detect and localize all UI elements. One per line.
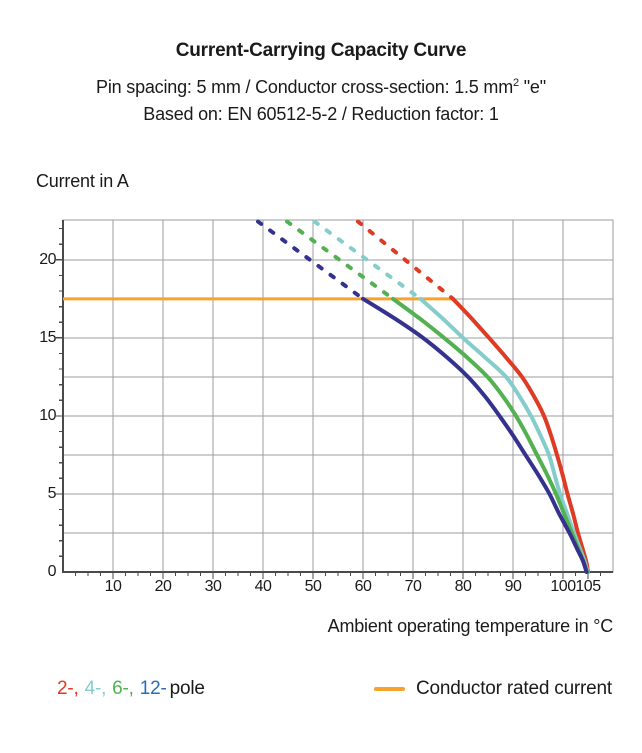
pole-legend: 2-, 4-, 6-, 12- pole xyxy=(57,678,205,700)
plot-frame xyxy=(62,219,614,573)
x-tick-label-20: 20 xyxy=(154,578,172,595)
y-tick-label-20: 20 xyxy=(39,250,56,268)
x-tick-label-70: 70 xyxy=(404,578,422,595)
subtitle-superscript: 2 xyxy=(513,77,519,89)
curve-12-pole-solid xyxy=(361,296,589,574)
x-tick-label-90: 90 xyxy=(504,578,522,595)
x-tick-label-60: 60 xyxy=(354,578,372,595)
curve-12-pole-dashed xyxy=(256,219,365,301)
x-tick-label-10: 10 xyxy=(104,578,122,595)
rated-current-legend: Conductor rated current xyxy=(373,678,612,700)
x-tick-label-30: 30 xyxy=(204,578,222,595)
x-tick-label-105: 105 xyxy=(575,578,601,595)
chart-subtitle-pin: Pin spacing: 5 mm / Conductor cross-sect… xyxy=(0,70,642,101)
curve-2-pole-solid xyxy=(451,296,590,574)
chart-subtitle-standard: Based on: EN 60512-5-2 / Reduction facto… xyxy=(143,104,499,124)
x-tick-label-80: 80 xyxy=(454,578,472,595)
y-tick-label-0: 0 xyxy=(47,563,57,580)
x-tick-label-50: 50 xyxy=(304,578,322,595)
subtitle-pin-text: Pin spacing: 5 mm / Conductor cross-sect… xyxy=(96,77,514,97)
x-tick-label-40: 40 xyxy=(254,578,272,595)
x-axis-title: Ambient operating temperature in °C xyxy=(327,616,614,636)
x-tick-label-100: 100 xyxy=(550,578,576,595)
pole-legend-suffix: pole xyxy=(169,678,205,699)
curve-4-pole-dashed xyxy=(312,219,423,301)
y-tick-label-15: 15 xyxy=(39,328,56,346)
axes xyxy=(56,220,613,579)
y-tick-label-10: 10 xyxy=(39,406,56,424)
chart-header: Current-Carrying Capacity Curve Pin spac… xyxy=(0,40,642,128)
y-tick-label-5: 5 xyxy=(47,484,57,502)
pole-legend-item-2-pole: 2-, xyxy=(57,678,79,699)
curve-2-pole-dashed xyxy=(356,219,455,301)
pole-legend-item-4-pole: 4-, xyxy=(84,678,107,699)
y-axis-title: Current in A xyxy=(36,171,129,191)
curve-6-pole-dashed xyxy=(285,219,395,301)
rated-current-label: Conductor rated current xyxy=(415,678,612,699)
pole-legend-item-6-pole: 6-, xyxy=(112,678,134,699)
pole-legend-item-12-pole: 12- xyxy=(139,678,167,699)
rated-current-swatch xyxy=(373,687,405,691)
gridlines xyxy=(62,219,614,573)
chart-title: Current-Carrying Capacity Curve xyxy=(175,40,467,61)
subtitle-pin-suffix: "e" xyxy=(518,77,546,97)
